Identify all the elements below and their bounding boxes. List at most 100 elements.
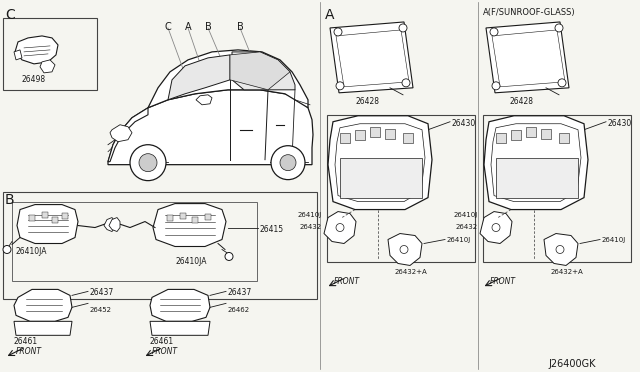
Bar — [526, 127, 536, 137]
Polygon shape — [340, 158, 422, 198]
Bar — [180, 212, 186, 219]
Bar — [62, 212, 68, 219]
Bar — [192, 217, 198, 222]
Polygon shape — [40, 60, 55, 73]
Circle shape — [492, 82, 500, 90]
Polygon shape — [230, 52, 290, 90]
Circle shape — [139, 154, 157, 171]
Bar — [403, 133, 413, 143]
Polygon shape — [110, 125, 132, 142]
Text: FRONT: FRONT — [16, 347, 42, 356]
Circle shape — [399, 24, 407, 32]
Polygon shape — [109, 218, 120, 231]
Bar — [496, 133, 506, 143]
Text: 26428: 26428 — [355, 97, 379, 106]
Text: FRONT: FRONT — [152, 347, 178, 356]
Bar — [29, 215, 35, 221]
Text: FRONT: FRONT — [334, 278, 360, 286]
Text: FRONT: FRONT — [490, 278, 516, 286]
Polygon shape — [196, 95, 212, 105]
Text: 26410J: 26410J — [454, 212, 478, 218]
Text: 26415: 26415 — [260, 225, 284, 234]
Text: C: C — [5, 8, 15, 22]
Text: 26430: 26430 — [608, 119, 632, 128]
Bar — [483, 115, 631, 263]
Text: 26432: 26432 — [456, 224, 478, 230]
Text: 26410J: 26410J — [447, 237, 471, 243]
Polygon shape — [168, 55, 230, 100]
Bar — [355, 130, 365, 140]
Circle shape — [490, 28, 498, 36]
Bar — [340, 133, 350, 143]
Bar — [559, 133, 569, 143]
Bar — [205, 214, 211, 219]
Circle shape — [130, 145, 166, 181]
Circle shape — [558, 79, 566, 87]
Text: 26437: 26437 — [228, 288, 252, 297]
Text: 26430: 26430 — [452, 119, 476, 128]
Polygon shape — [108, 90, 313, 165]
Circle shape — [225, 253, 233, 260]
Text: A: A — [185, 22, 191, 32]
Polygon shape — [496, 158, 578, 198]
Text: B: B — [5, 193, 15, 206]
Polygon shape — [232, 52, 295, 90]
Circle shape — [400, 246, 408, 253]
Text: J26400GK: J26400GK — [548, 359, 595, 369]
Polygon shape — [484, 116, 588, 209]
Polygon shape — [150, 289, 210, 321]
Circle shape — [280, 155, 296, 171]
Text: A(F/SUNROOF-GLASS): A(F/SUNROOF-GLASS) — [483, 8, 575, 17]
Text: 26410J: 26410J — [298, 212, 322, 218]
Circle shape — [402, 79, 410, 87]
Circle shape — [492, 224, 500, 231]
Polygon shape — [486, 22, 569, 93]
Polygon shape — [150, 321, 210, 335]
Text: 26462: 26462 — [228, 307, 250, 313]
Text: 26437: 26437 — [90, 288, 115, 297]
Bar — [511, 130, 521, 140]
Polygon shape — [330, 22, 413, 93]
Circle shape — [334, 28, 342, 36]
Text: 26432: 26432 — [300, 224, 322, 230]
Polygon shape — [14, 289, 72, 321]
Text: 26452: 26452 — [90, 307, 112, 313]
Bar — [12, 202, 257, 282]
Polygon shape — [544, 234, 578, 266]
Polygon shape — [108, 108, 148, 162]
Text: 26498: 26498 — [22, 75, 46, 84]
Text: 26432+A: 26432+A — [551, 269, 584, 275]
Polygon shape — [148, 50, 308, 108]
Bar — [541, 129, 551, 139]
Polygon shape — [388, 234, 422, 266]
Polygon shape — [153, 203, 226, 247]
Text: B: B — [237, 22, 243, 32]
Circle shape — [556, 246, 564, 253]
Circle shape — [555, 24, 563, 32]
Polygon shape — [104, 218, 115, 231]
Circle shape — [271, 146, 305, 180]
Bar — [167, 215, 173, 221]
Polygon shape — [15, 36, 58, 64]
Bar — [370, 127, 380, 137]
Bar — [42, 212, 48, 218]
Text: A: A — [325, 8, 335, 22]
Polygon shape — [328, 116, 432, 209]
Text: 26428: 26428 — [510, 97, 534, 106]
Text: 26432+A: 26432+A — [395, 269, 428, 275]
Bar — [3, 18, 97, 90]
Text: 26410JA: 26410JA — [15, 247, 47, 256]
Polygon shape — [14, 50, 22, 60]
Polygon shape — [324, 212, 356, 244]
Text: B: B — [205, 22, 211, 32]
Text: C: C — [164, 22, 172, 32]
Bar — [385, 129, 395, 139]
Bar — [3, 192, 317, 299]
Bar — [327, 115, 475, 263]
Circle shape — [336, 224, 344, 231]
Bar — [52, 217, 58, 222]
Circle shape — [336, 82, 344, 90]
Polygon shape — [14, 321, 72, 335]
Text: 26410J: 26410J — [602, 237, 627, 243]
Text: 26461: 26461 — [150, 337, 174, 346]
